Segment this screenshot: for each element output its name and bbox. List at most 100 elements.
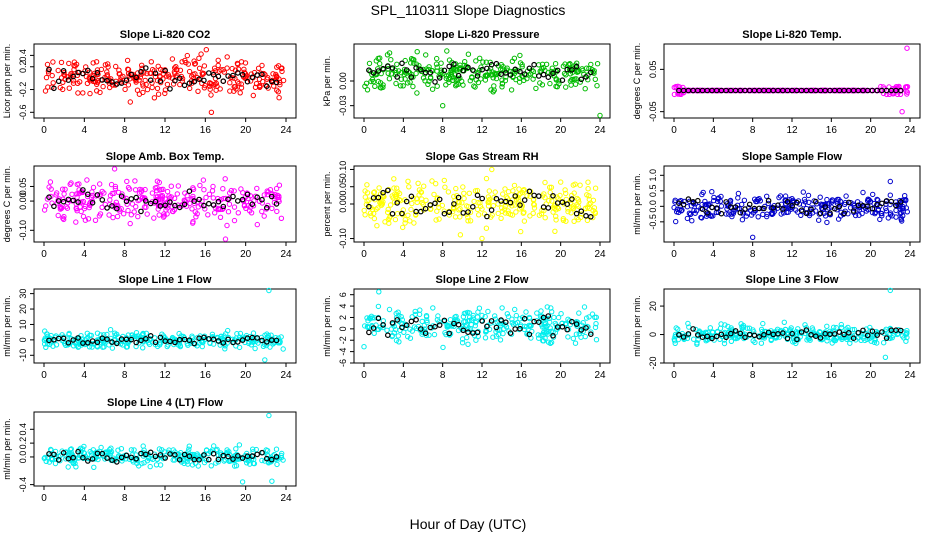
hourly-point xyxy=(191,78,198,85)
x-tick-label: 4 xyxy=(711,249,717,260)
data-point xyxy=(80,213,87,220)
data-point xyxy=(380,193,387,199)
data-point xyxy=(483,225,490,231)
data-point xyxy=(57,204,63,210)
y-axis-label: Licor ppm per min. xyxy=(2,44,12,119)
data-point xyxy=(676,91,682,97)
data-point xyxy=(247,193,254,199)
data-point xyxy=(847,340,853,346)
data-point xyxy=(561,70,568,77)
hourly-point xyxy=(399,60,405,67)
hourly-point xyxy=(676,331,682,338)
data-point xyxy=(540,64,547,71)
data-point xyxy=(751,329,757,335)
hourly-point xyxy=(526,188,533,195)
data-point xyxy=(497,337,504,343)
hourly-point xyxy=(775,202,781,209)
data-point xyxy=(371,330,377,336)
data-point xyxy=(850,201,857,207)
data-point xyxy=(233,86,239,92)
data-point xyxy=(421,183,427,189)
y-axis-label: ml/min per min. xyxy=(2,418,12,480)
data-point xyxy=(717,198,723,204)
data-point xyxy=(127,220,133,227)
data-point xyxy=(800,189,806,195)
hourly-point xyxy=(143,65,149,71)
data-point xyxy=(128,212,135,218)
hourly-point xyxy=(413,316,419,323)
hourly-point xyxy=(384,332,391,339)
x-tick-label: 12 xyxy=(786,370,798,381)
data-point xyxy=(371,190,377,196)
outlier-point xyxy=(239,479,246,485)
data-point xyxy=(851,204,857,211)
data-point xyxy=(442,184,448,190)
hourly-point xyxy=(133,455,140,462)
hourly-point xyxy=(803,327,810,333)
data-point xyxy=(694,341,700,347)
data-point xyxy=(220,205,227,212)
hourly-point xyxy=(869,205,876,212)
hourly-point xyxy=(493,195,500,202)
hourly-point xyxy=(268,78,275,85)
data-point xyxy=(761,335,768,341)
data-point xyxy=(760,320,766,327)
data-point xyxy=(195,88,201,95)
hourly-point xyxy=(51,85,57,92)
data-point xyxy=(78,445,84,451)
figure-title: SPL_110311 Slope Diagnostics xyxy=(370,2,566,18)
y-tick-label: -20 xyxy=(648,356,658,369)
data-point xyxy=(210,183,216,190)
hourly-point xyxy=(751,332,758,339)
data-point xyxy=(813,208,819,214)
data-point xyxy=(235,61,241,68)
hourly-point xyxy=(123,452,130,459)
data-point xyxy=(220,186,226,192)
hourly-point xyxy=(157,78,164,85)
hourly-point xyxy=(569,196,575,202)
hourly-point xyxy=(167,199,173,205)
data-point xyxy=(256,76,263,83)
hourly-point xyxy=(455,72,462,79)
data-point xyxy=(413,211,419,218)
data-point xyxy=(87,332,93,338)
hourly-point xyxy=(569,318,575,325)
data-point xyxy=(585,204,591,210)
data-point xyxy=(893,207,899,214)
data-point xyxy=(410,83,416,90)
data-points xyxy=(671,45,911,115)
hourly-point xyxy=(479,66,486,73)
hourly-point xyxy=(263,455,270,462)
data-point xyxy=(396,339,402,345)
hourly-point xyxy=(239,71,246,78)
hourly-point xyxy=(94,339,101,346)
data-point xyxy=(502,322,508,328)
hourly-point xyxy=(51,451,57,458)
hourly-point xyxy=(55,457,62,463)
hourly-point xyxy=(451,61,457,67)
data-point xyxy=(185,61,192,67)
data-point xyxy=(411,220,417,226)
data-point xyxy=(414,49,420,55)
hourly-point xyxy=(196,456,202,463)
data-point xyxy=(154,85,161,92)
data-point xyxy=(141,204,148,210)
hourly-point xyxy=(564,326,571,333)
hourly-point xyxy=(123,198,130,205)
data-point xyxy=(435,313,441,319)
hourly-point xyxy=(196,196,202,203)
hourly-point xyxy=(493,324,500,331)
hourly-point xyxy=(502,319,509,326)
data-point xyxy=(142,186,148,193)
x-tick-label: 16 xyxy=(200,493,212,504)
y-tick-label: 0.0 xyxy=(648,200,658,213)
data-point xyxy=(108,445,114,451)
data-point xyxy=(528,323,534,329)
hourly-point xyxy=(94,69,101,76)
data-point xyxy=(545,328,551,334)
data-point xyxy=(62,186,68,193)
data-point xyxy=(136,190,143,196)
hourly-point xyxy=(157,452,164,458)
data-point xyxy=(520,188,527,194)
data-point xyxy=(755,214,761,220)
